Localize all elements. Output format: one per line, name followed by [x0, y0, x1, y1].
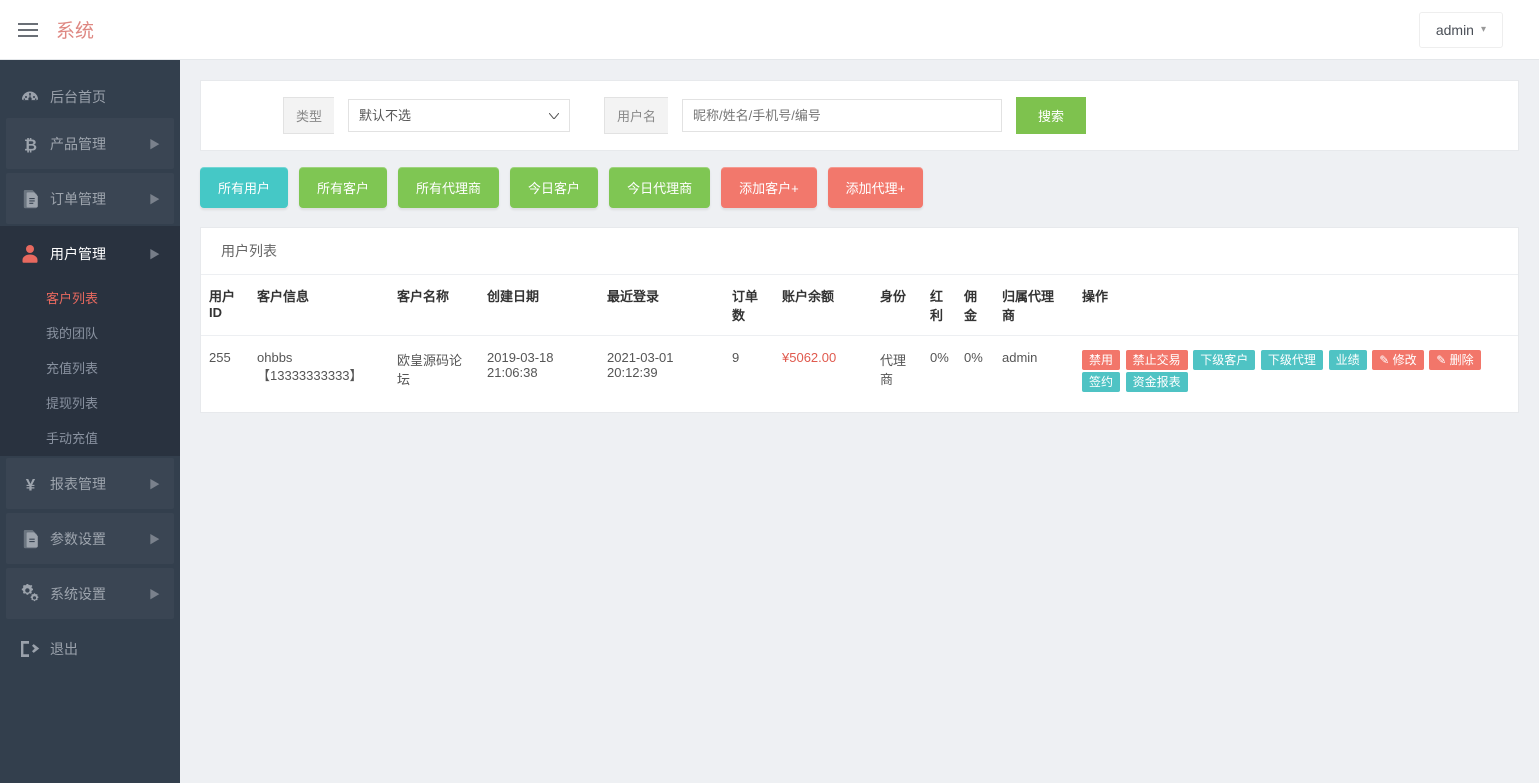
- svg-text:¥: ¥: [25, 475, 35, 494]
- svg-text:₿: ₿: [23, 136, 36, 154]
